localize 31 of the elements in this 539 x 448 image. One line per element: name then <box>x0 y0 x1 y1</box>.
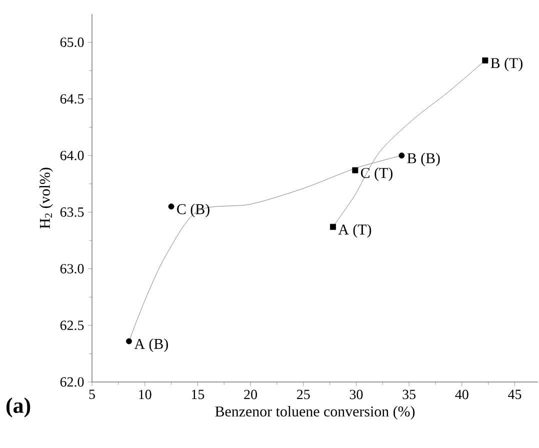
x-tick-label: 35 <box>402 390 416 400</box>
x-tick-label: 45 <box>508 390 522 400</box>
y-tick-label: 62.5 <box>60 320 84 330</box>
annotation: B (T) <box>490 58 522 72</box>
point <box>126 338 132 344</box>
x-tick-label: 15 <box>192 390 204 400</box>
y-tick-label: 64.0 <box>60 150 84 160</box>
annotation: B (B) <box>407 152 440 166</box>
y-tick-label: 62.0 <box>60 377 84 387</box>
x-tick-label: 30 <box>350 390 363 400</box>
x-tick-label: 10 <box>139 390 152 400</box>
text: (a) <box>6 398 30 418</box>
x-axis-title: Benzenor toluene conversion (%) <box>215 406 415 420</box>
annotation: C (B) <box>177 204 210 218</box>
point <box>330 224 336 230</box>
annotation: A (B) <box>134 338 168 352</box>
y-tick-label: 64.5 <box>60 94 84 104</box>
point <box>398 152 405 159</box>
point <box>482 57 488 64</box>
x-tick-label: 5 <box>89 390 95 400</box>
point <box>168 204 174 210</box>
annotation: A (T) <box>338 224 372 238</box>
x-tick-label: 20 <box>244 390 257 400</box>
point <box>352 167 358 174</box>
annotation: C (T) <box>360 167 392 182</box>
y-tick-label: 63.0 <box>60 264 84 274</box>
y-tick-label: 65.0 <box>60 38 84 48</box>
y-axis-title: H$_{2}$ (vol%) <box>39 168 53 228</box>
x-tick-label: 40 <box>455 390 468 400</box>
y-tick-label: 63.5 <box>60 207 84 217</box>
x-tick-label: 25 <box>297 390 310 400</box>
